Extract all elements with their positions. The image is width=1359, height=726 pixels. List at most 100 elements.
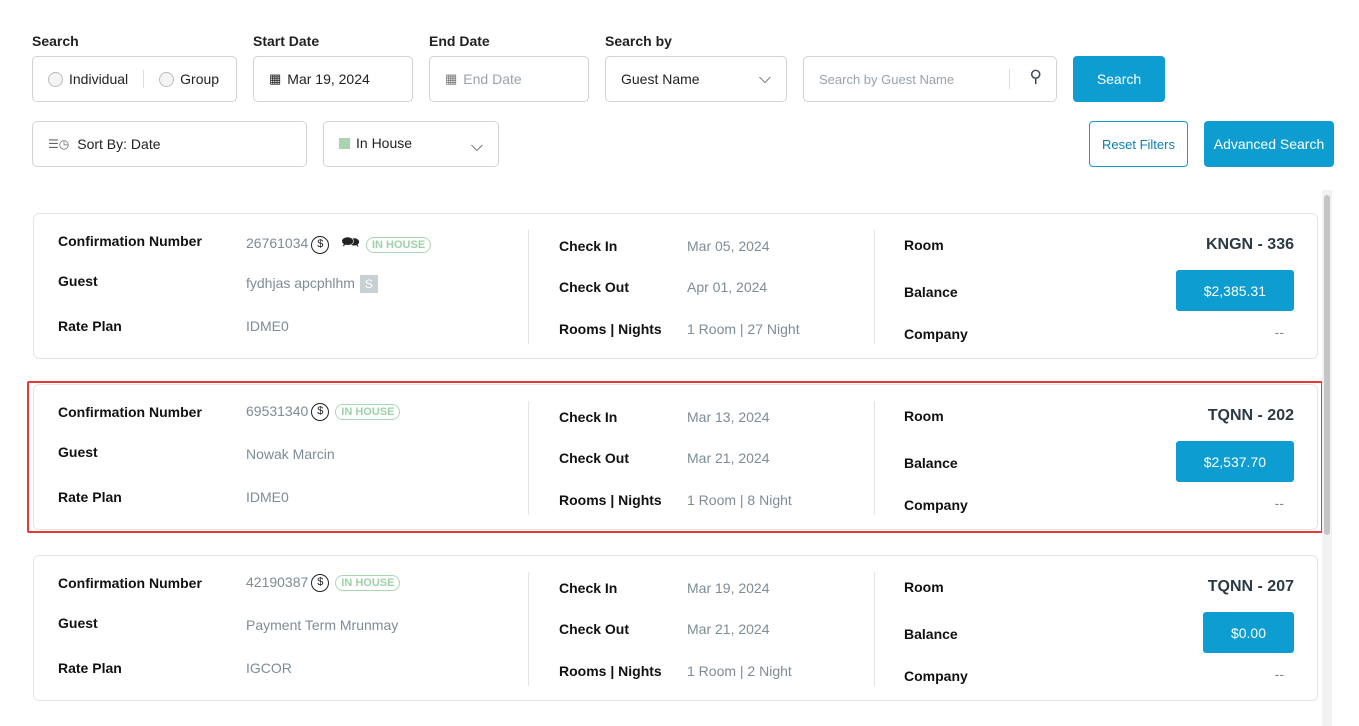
- sort-icon: ☰◷: [48, 137, 70, 151]
- search-by-label: Search by: [605, 33, 672, 49]
- end-date-placeholder: End Date: [463, 71, 522, 87]
- calendar-icon: ▦: [445, 71, 458, 86]
- room-label: Room: [904, 579, 944, 595]
- status-select[interactable]: In House ⌵: [323, 121, 499, 167]
- dollar-icon: $: [311, 574, 330, 593]
- rooms-nights-label: Rooms | Nights: [559, 492, 662, 508]
- group-label: Group: [180, 71, 220, 87]
- search-type-label: Search: [32, 33, 79, 49]
- rooms-nights-value: 1 Room | 27 Night: [687, 321, 800, 337]
- guest-label: Guest: [58, 273, 98, 289]
- divider: [874, 401, 875, 515]
- check-in-value: Mar 13, 2024: [687, 409, 770, 425]
- divider: [874, 572, 875, 686]
- start-date-input[interactable]: ▦ Mar 19, 2024: [253, 56, 413, 102]
- balance-label: Balance: [904, 626, 958, 642]
- company-label: Company: [904, 497, 968, 513]
- dollar-icon: $: [311, 235, 330, 254]
- rate-plan-value: IDME0: [246, 318, 289, 334]
- shield-icon: S: [359, 275, 378, 294]
- rate-plan-label: Rate Plan: [58, 660, 122, 676]
- check-in-label: Check In: [559, 580, 618, 596]
- rooms-nights-value: 1 Room | 8 Night: [687, 492, 792, 508]
- check-in-value: Mar 19, 2024: [687, 580, 770, 596]
- room-value: TQNN - 207: [1207, 578, 1294, 595]
- reservation-card[interactable]: Confirmation Number 42190387 $ IN HOUSE Gu…: [33, 555, 1318, 701]
- company-value: --: [1274, 324, 1284, 340]
- scrollbar-track[interactable]: [1322, 190, 1332, 726]
- start-date-value: Mar 19, 2024: [287, 71, 370, 87]
- rooms-nights-label: Rooms | Nights: [559, 321, 662, 337]
- message-icon[interactable]: 🗪: [341, 234, 360, 251]
- check-out-label: Check Out: [559, 450, 630, 466]
- confirmation-number[interactable]: 26761034: [246, 235, 309, 252]
- status-value: In House: [356, 135, 413, 151]
- confirmation-label: Confirmation Number: [58, 575, 202, 591]
- confirmation-number[interactable]: 42190387: [246, 574, 309, 590]
- room-label: Room: [904, 408, 944, 424]
- room-value: KNGN - 336: [1205, 236, 1294, 253]
- individual-label: Individual: [69, 71, 129, 87]
- rate-plan-value: IGCOR: [246, 660, 292, 676]
- advanced-search-button[interactable]: Advanced Search: [1204, 121, 1334, 167]
- status-color-swatch: [339, 137, 350, 149]
- status-badge: IN HOUSE: [335, 404, 401, 421]
- check-out-label: Check Out: [559, 279, 630, 295]
- rooms-nights-value: 1 Room | 2 Night: [687, 663, 792, 679]
- divider: [528, 572, 529, 686]
- sort-select[interactable]: ☰◷ Sort By: Date: [32, 121, 307, 167]
- guest-label: Guest: [58, 444, 98, 460]
- search-by-select[interactable]: Guest Name ⌵: [605, 56, 787, 102]
- confirmation-label: Confirmation Number: [58, 233, 202, 249]
- guest-name[interactable]: Nowak Marcin: [246, 446, 335, 462]
- rate-plan-label: Rate Plan: [58, 489, 122, 505]
- search-type-group: Individual Group: [32, 56, 237, 102]
- chevron-down-icon: ⌵: [470, 138, 483, 155]
- divider: [528, 401, 529, 515]
- check-in-label: Check In: [559, 409, 618, 425]
- dollar-icon: $: [311, 403, 330, 422]
- rate-plan-label: Rate Plan: [58, 318, 122, 334]
- sort-label: Sort By: Date: [77, 136, 161, 152]
- divider: [528, 230, 529, 344]
- check-in-label: Check In: [559, 238, 618, 254]
- guest-name[interactable]: fydhjas apcphlhm: [246, 275, 355, 291]
- group-radio[interactable]: Group: [159, 71, 219, 87]
- balance-button[interactable]: $0.00: [1202, 612, 1294, 653]
- check-out-value: Mar 21, 2024: [687, 450, 770, 466]
- chevron-down-icon: ⌵: [758, 70, 771, 87]
- individual-radio[interactable]: Individual: [48, 71, 128, 87]
- search-placeholder: Search by Guest Name: [819, 71, 955, 87]
- check-in-value: Mar 05, 2024: [687, 238, 770, 254]
- confirmation-label: Confirmation Number: [58, 404, 202, 420]
- rooms-nights-label: Rooms | Nights: [559, 663, 662, 679]
- guest-name[interactable]: Payment Term Mrunmay: [246, 617, 399, 633]
- status-badge: IN HOUSE: [335, 575, 401, 592]
- balance-button[interactable]: $2,385.31: [1175, 270, 1294, 311]
- guest-label: Guest: [58, 615, 98, 631]
- start-date-label: Start Date: [253, 33, 320, 49]
- calendar-icon: ▦: [269, 71, 282, 86]
- company-value: --: [1274, 495, 1284, 511]
- check-out-value: Apr 01, 2024: [687, 279, 768, 295]
- divider: [874, 230, 875, 344]
- room-label: Room: [904, 237, 944, 253]
- search-icon[interactable]: ⚲: [1029, 67, 1042, 86]
- divider: [143, 70, 145, 88]
- status-badge: IN HOUSE: [365, 236, 432, 253]
- reservation-card[interactable]: Confirmation Number 26761034 $ 🗪 IN HOUSE G…: [33, 213, 1318, 359]
- search-button[interactable]: Search: [1073, 56, 1165, 102]
- reset-filters-button[interactable]: Reset Filters: [1089, 121, 1188, 167]
- reservation-card[interactable]: Confirmation Number 69531340 $ IN HOUSE Gu…: [33, 384, 1318, 530]
- search-by-value: Guest Name: [621, 71, 700, 87]
- check-out-label: Check Out: [559, 621, 630, 637]
- confirmation-number[interactable]: 69531340: [246, 403, 309, 419]
- scrollbar-thumb[interactable]: [1324, 195, 1330, 535]
- guest-search-input[interactable]: Search by Guest Name ⚲: [803, 56, 1057, 102]
- company-label: Company: [904, 326, 968, 342]
- balance-button[interactable]: $2,537.70: [1175, 441, 1294, 482]
- balance-label: Balance: [904, 455, 958, 471]
- end-date-input[interactable]: ▦ End Date: [429, 56, 589, 102]
- room-value: TQNN - 202: [1207, 407, 1294, 424]
- check-out-value: Mar 21, 2024: [687, 621, 770, 637]
